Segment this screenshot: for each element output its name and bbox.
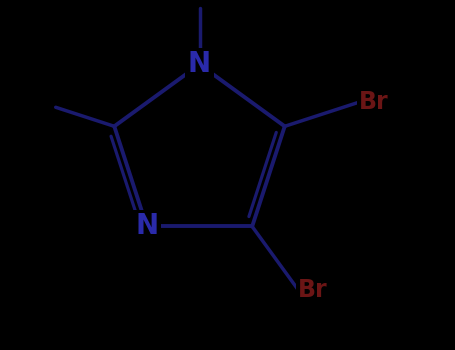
Text: Br: Br [298,278,328,302]
Text: N: N [188,50,211,78]
Text: Br: Br [359,90,389,114]
Text: N: N [135,212,158,240]
